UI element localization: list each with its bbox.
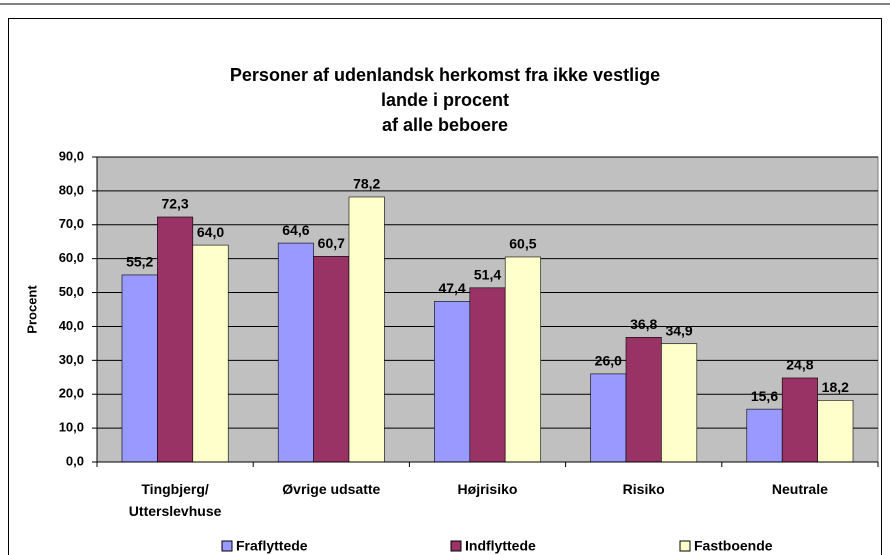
y-tick-label: 60,0 xyxy=(59,250,84,265)
y-tick-label: 0,0 xyxy=(66,453,84,468)
value-label: 55,2 xyxy=(126,254,153,270)
value-label: 60,7 xyxy=(318,235,345,251)
bar xyxy=(590,373,627,463)
value-label: 64,0 xyxy=(197,224,224,240)
value-label: 72,3 xyxy=(161,196,188,212)
bar xyxy=(661,343,698,463)
value-label: 18,2 xyxy=(822,379,849,395)
bar xyxy=(121,274,158,463)
bar xyxy=(277,242,314,463)
y-tick-label: 50,0 xyxy=(59,284,84,299)
legend-key xyxy=(679,540,691,552)
bar xyxy=(469,287,506,463)
bar xyxy=(192,244,229,463)
value-label: 15,6 xyxy=(751,388,778,404)
value-label: 24,8 xyxy=(786,357,813,373)
bar xyxy=(746,408,783,463)
bar xyxy=(625,336,662,463)
bar xyxy=(313,255,350,463)
value-label: 64,6 xyxy=(282,222,309,238)
x-tick-label: Risiko xyxy=(622,481,665,497)
bar xyxy=(817,400,854,463)
legend-label: Fraflyttede xyxy=(236,538,308,554)
legend-key xyxy=(450,540,462,552)
y-tick-label: 30,0 xyxy=(59,352,84,367)
y-tick-label: 90,0 xyxy=(59,148,84,163)
y-tick-label: 80,0 xyxy=(59,182,84,197)
value-label: 78,2 xyxy=(353,176,380,192)
y-tick-label: 40,0 xyxy=(59,318,84,333)
legend-key xyxy=(221,540,233,552)
legend-label: Fastboende xyxy=(694,538,773,554)
bar xyxy=(781,377,818,463)
y-tick-label: 70,0 xyxy=(59,216,84,231)
x-tick-label: Tingbjerg/ Utterslevhuse xyxy=(128,481,222,519)
value-label: 60,5 xyxy=(509,236,536,252)
bar xyxy=(504,256,541,463)
y-tick-label: 10,0 xyxy=(59,420,84,435)
value-label: 26,0 xyxy=(595,353,622,369)
legend-label: Indflyttede xyxy=(465,538,536,554)
y-axis-label: Procent xyxy=(24,285,39,334)
bar xyxy=(348,196,385,463)
x-tick-label: Øvrige udsatte xyxy=(282,481,381,497)
value-label: 47,4 xyxy=(438,280,465,296)
x-tick-label: Neutrale xyxy=(771,481,828,497)
x-tick-label: Højrisiko xyxy=(457,481,518,497)
value-label: 51,4 xyxy=(474,267,501,283)
y-tick-label: 20,0 xyxy=(59,386,84,401)
value-label: 34,9 xyxy=(665,322,692,338)
value-label: 36,8 xyxy=(630,316,657,332)
bar xyxy=(434,301,471,463)
bar xyxy=(157,216,194,463)
chart-title: Personer af udenlandsk herkomst fra ikke… xyxy=(229,65,661,135)
